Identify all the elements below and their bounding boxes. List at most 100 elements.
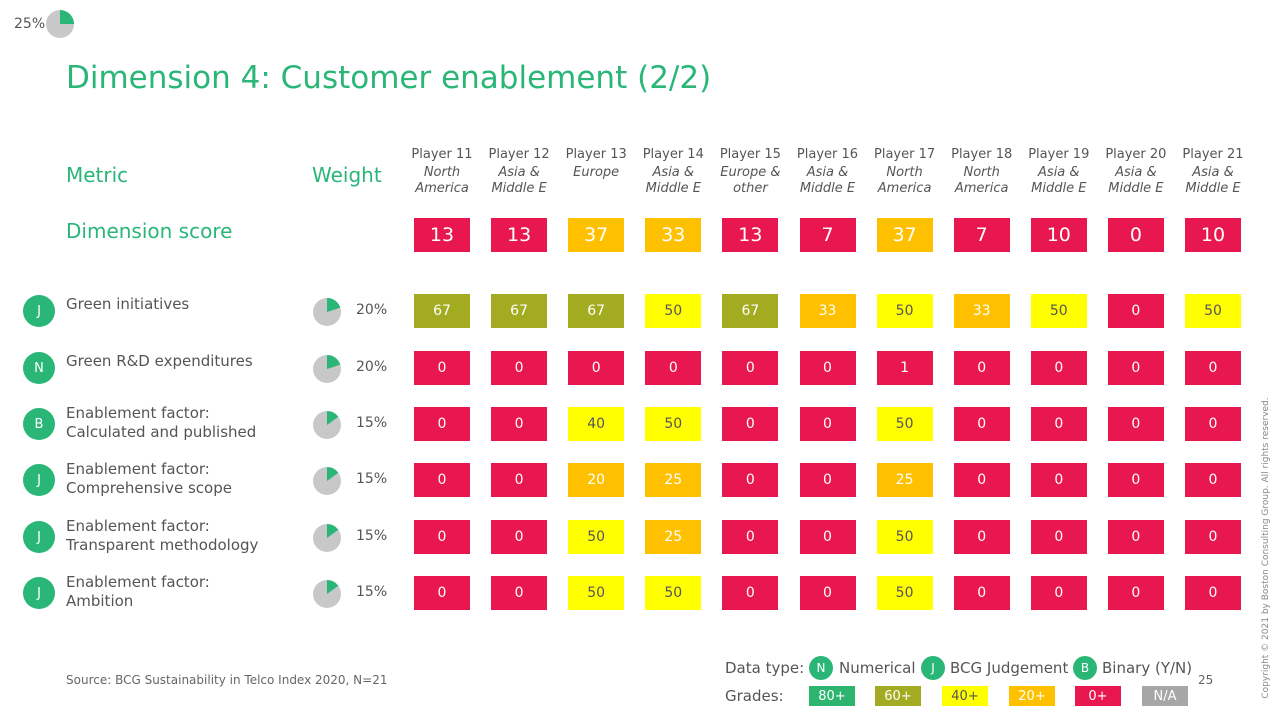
score-cell: 0 — [953, 463, 1010, 497]
weight-pie-icon — [313, 298, 341, 326]
score-cell: 0 — [414, 351, 470, 385]
metric-name: Green initiatives — [66, 295, 189, 314]
player-name: Player 21 — [1182, 147, 1244, 162]
score-cell: 0 — [491, 351, 548, 385]
score-cell: 0 — [1107, 463, 1164, 497]
player-name: Player 16 — [796, 147, 859, 162]
weight-value: 15% — [356, 415, 388, 431]
weight-pie-icon — [313, 580, 341, 608]
data-type-badge-icon: J — [23, 521, 55, 553]
score-cell: 0 — [1030, 520, 1087, 554]
grade-60-chip: 60+ — [875, 686, 921, 706]
player-name: Player 12 — [488, 147, 550, 162]
player-header: Player 15 Europe & other — [717, 145, 783, 197]
score-cell: 0 — [1185, 351, 1241, 385]
player-name: Player 18 — [951, 147, 1013, 162]
player-region: Asia & Middle E — [799, 165, 856, 196]
metric-name-line: Green R&D expenditures — [66, 352, 253, 370]
score-cell: 0 — [722, 576, 779, 610]
player-name: Player 19 — [1028, 147, 1090, 162]
weight-value: 15% — [356, 528, 388, 544]
score-cell: 50 — [876, 294, 933, 328]
dimension-score-cell: 37 — [876, 218, 933, 252]
player-header: Player 16 Asia & Middle E — [795, 145, 861, 197]
score-cell: 0 — [568, 351, 625, 385]
score-cell: 50 — [876, 576, 933, 610]
score-cell: 0 — [1107, 294, 1164, 328]
metric-name-line: Enablement factor: — [66, 460, 210, 478]
score-cell: 0 — [645, 351, 702, 385]
player-region: North America — [877, 165, 932, 196]
score-cell: 33 — [953, 294, 1010, 328]
player-header: Player 21 Asia & Middle E — [1180, 145, 1246, 197]
score-cell: 20 — [568, 463, 625, 497]
player-region: North America — [954, 165, 1009, 196]
metric-name: Enablement factor: Comprehensive scope — [66, 460, 232, 498]
metric-name-line: Enablement factor: — [66, 573, 210, 591]
dimension-score-cell: 7 — [799, 218, 856, 252]
score-cell: 0 — [799, 407, 856, 441]
player-name: Player 14 — [642, 147, 704, 162]
score-cell: 0 — [1107, 520, 1164, 554]
weight-header: Weight — [312, 163, 382, 187]
score-cell: 0 — [414, 576, 470, 610]
metric-name: Enablement factor: Calculated and publish… — [66, 404, 256, 442]
dimension-score-cell: 13 — [491, 218, 548, 252]
grade-20-chip: 20+ — [1009, 686, 1055, 706]
player-region: Europe & other — [720, 165, 781, 196]
score-cell: 0 — [1185, 520, 1241, 554]
score-cell: 50 — [645, 407, 702, 441]
score-cell: 0 — [953, 351, 1010, 385]
weight-pie-icon — [313, 467, 341, 495]
player-region: Asia & Middle E — [645, 165, 701, 196]
score-cell: 0 — [799, 463, 856, 497]
data-type-badge-icon: J — [23, 295, 55, 327]
weight-value: 20% — [356, 302, 388, 318]
score-cell: 0 — [1185, 463, 1241, 497]
dimension-score-cell: 13 — [414, 218, 470, 252]
dimension-score-cell: 37 — [568, 218, 625, 252]
score-cell: 25 — [876, 463, 933, 497]
player-name: Player 11 — [411, 147, 473, 162]
weight-pie-icon — [313, 411, 341, 439]
score-cell: 0 — [491, 463, 548, 497]
metric-name: Enablement factor: Transparent methodolog… — [66, 517, 258, 555]
score-cell: 0 — [1185, 576, 1241, 610]
dimension-score-header: Dimension score — [66, 219, 233, 243]
weight-value: 15% — [356, 584, 388, 600]
dimension-score-cell: 10 — [1185, 218, 1241, 252]
player-name: Player 15 — [719, 147, 781, 162]
dimension-score-cell: 0 — [1107, 218, 1164, 252]
score-cell: 0 — [414, 463, 470, 497]
score-cell: 67 — [722, 294, 779, 328]
source-note: Source: BCG Sustainability in Telco Inde… — [66, 673, 388, 687]
player-region: Asia & Middle E — [491, 165, 547, 196]
dimension-score-cell: 13 — [722, 218, 779, 252]
score-cell: 0 — [1107, 407, 1164, 441]
score-cell: 0 — [414, 407, 470, 441]
judgement-label: BCG Judgement — [950, 659, 1069, 677]
score-cell: 0 — [414, 520, 470, 554]
metric-name-line: Green initiatives — [66, 295, 190, 313]
player-header: Player 12 Asia & Middle E — [486, 145, 552, 197]
player-header: Player 11 North America — [409, 145, 475, 197]
score-cell: 33 — [799, 294, 856, 328]
dimension-score-cell: 10 — [1030, 218, 1087, 252]
score-cell: 25 — [645, 520, 702, 554]
player-header: Player 14 Asia & Middle E — [640, 145, 706, 197]
weight-value: 20% — [356, 359, 388, 375]
score-cell: 40 — [568, 407, 625, 441]
score-cell: 67 — [491, 294, 548, 328]
weight-pie-icon — [313, 524, 341, 552]
metric-name-line: Ambition — [66, 592, 134, 610]
dimension-score-cell: 7 — [953, 218, 1010, 252]
data-type-badge-icon: J — [23, 464, 55, 496]
player-region: Europe — [573, 165, 620, 180]
score-cell: 0 — [953, 576, 1010, 610]
score-cell: 0 — [1030, 351, 1087, 385]
metric-name-line: Comprehensive scope — [66, 479, 232, 497]
score-cell: 0 — [491, 407, 548, 441]
score-cell: 0 — [722, 351, 779, 385]
metric-name-line: Calculated and published — [66, 423, 257, 441]
metric-name: Enablement factor: Ambition — [66, 573, 210, 611]
